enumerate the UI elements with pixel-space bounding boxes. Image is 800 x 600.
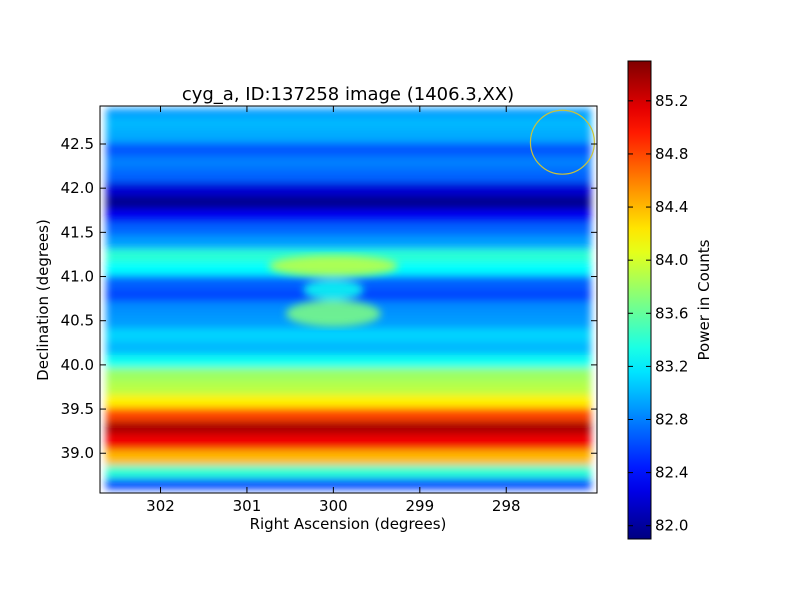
y-tick-label: 42.0 [61, 179, 94, 197]
heatmap-band [106, 380, 591, 395]
y-tick-label: 39.0 [61, 444, 94, 462]
x-tick-label: 302 [146, 497, 175, 515]
chart-title: cyg_a, ID:137258 image (1406.3,XX) [182, 84, 514, 105]
y-tick-label: 42.5 [61, 135, 94, 153]
heatmap-band [106, 327, 591, 342]
heatmap-feature [285, 300, 381, 327]
heatmap-band [106, 208, 591, 223]
colorbar-tick-label: 82.0 [655, 517, 688, 535]
x-axis-label: Right Ascension (degrees) [250, 515, 447, 533]
heatmap-band [106, 168, 591, 183]
heatmap-feature [303, 279, 364, 301]
x-tick-label: 301 [233, 497, 262, 515]
heatmap-band [106, 406, 591, 422]
y-axis: 39.0 39.5 40.0 40.5 41.0 41.5 42.0 42.5 [61, 135, 597, 462]
heatmap-band [106, 108, 591, 118]
y-axis-label: Declination (degrees) [34, 219, 52, 381]
colorbar-tick-label: 84.8 [655, 145, 688, 163]
heatmap-band [106, 128, 591, 143]
y-tick-label: 39.5 [61, 400, 94, 418]
heatmap-band [106, 340, 591, 355]
y-tick-label: 40.5 [61, 312, 94, 330]
heatmap-band [106, 448, 591, 466]
heatmap-band [106, 221, 591, 236]
x-tick-label: 298 [492, 497, 521, 515]
colorbar-tick-label: 82.8 [655, 411, 688, 429]
colorbar-tick-label: 83.6 [655, 304, 688, 322]
colorbar-ticks: 82.0 82.4 82.8 83.2 83.6 84.0 84.4 84.8 85.2 [628, 92, 688, 535]
heatmap-band [106, 116, 591, 130]
colorbar: 82.0 82.4 82.8 83.2 83.6 84.0 84.4 84.8 85.2 Pow… [627, 60, 713, 540]
heatmap [106, 108, 591, 490]
heatmap-feature [268, 255, 399, 277]
colorbar-tick-label: 83.2 [655, 357, 688, 375]
colorbar-frame [627, 60, 652, 540]
plot-frame [99, 105, 598, 494]
y-tick-label: 41.0 [61, 268, 94, 286]
heatmap-band [106, 367, 591, 382]
heatmap-band [106, 247, 591, 263]
heatmap-band [106, 234, 591, 249]
colorbar-label: Power in Counts [695, 239, 713, 360]
heatmap-band [106, 420, 591, 435]
heatmap-band [106, 141, 591, 157]
heatmap-band [106, 155, 591, 170]
x-tick-label: 300 [319, 497, 348, 515]
marker-circle [529, 109, 596, 175]
colorbar-tick-label: 85.2 [655, 92, 688, 110]
colorbar-fill [628, 61, 651, 539]
heatmap-band [106, 464, 591, 479]
heatmap-band [106, 393, 591, 408]
heatmap-band [106, 181, 591, 196]
heatmap-band [106, 194, 591, 210]
heatmap-band [106, 353, 591, 369]
x-axis: 302 301 300 299 298 [146, 106, 521, 515]
heatmap-band [106, 477, 591, 490]
colorbar-tick-label: 84.4 [655, 198, 688, 216]
y-tick-label: 41.5 [61, 223, 94, 241]
colorbar-tick-label: 84.0 [655, 251, 688, 269]
heatmap-band [106, 433, 591, 450]
x-tick-label: 299 [405, 497, 434, 515]
y-tick-label: 40.0 [61, 356, 94, 374]
colorbar-tick-label: 82.4 [655, 464, 688, 482]
